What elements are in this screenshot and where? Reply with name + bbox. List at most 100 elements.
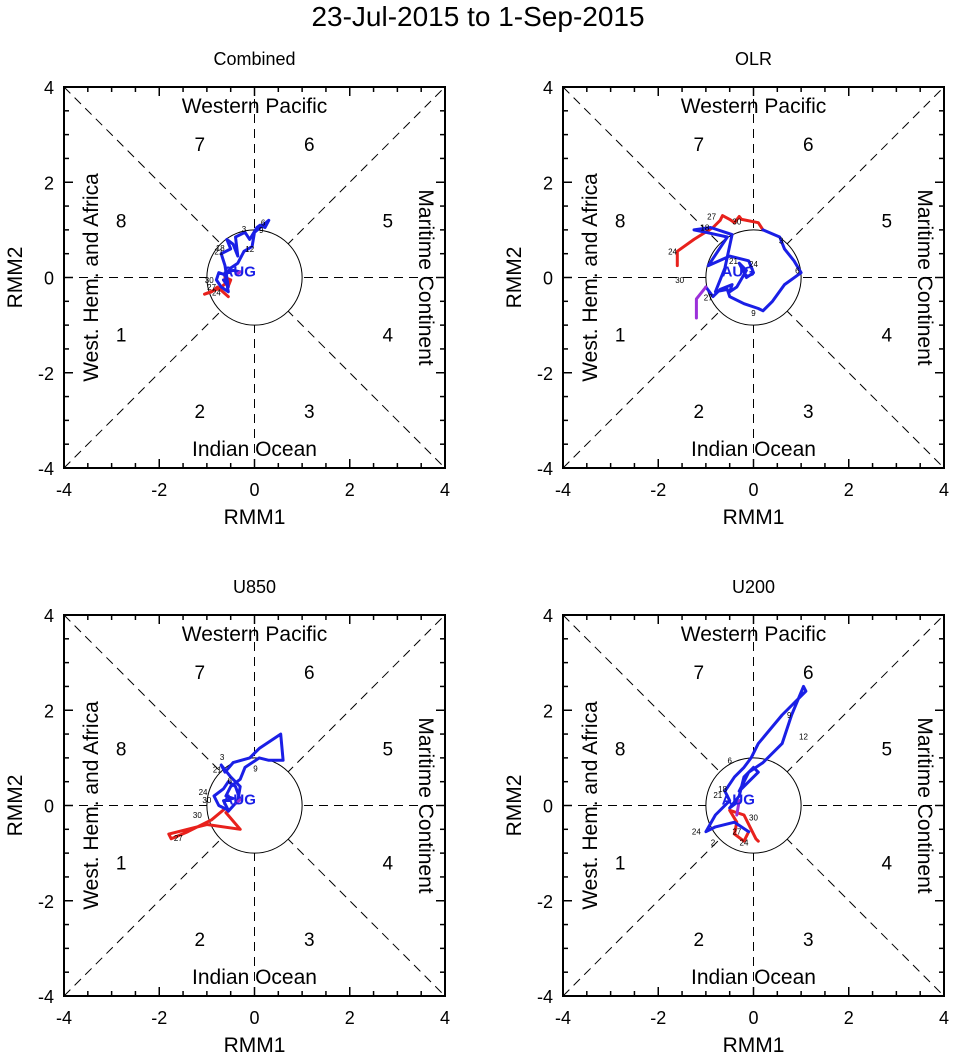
x-tick-label: 4 xyxy=(440,480,450,500)
day-label: 9 xyxy=(787,711,792,720)
phase-label-1: 1 xyxy=(116,326,127,347)
phase-label-8: 8 xyxy=(116,739,127,760)
phase-label-8: 8 xyxy=(615,211,626,232)
y-tick-label: -2 xyxy=(38,892,54,912)
day-label: 30 xyxy=(732,217,741,226)
y-tick-label: 2 xyxy=(44,701,54,721)
y-tick-label: 0 xyxy=(543,269,553,289)
panel-title: Combined xyxy=(213,49,295,69)
day-label: 27 xyxy=(732,828,741,837)
phase-label-7: 7 xyxy=(693,663,704,684)
y-tick-label: 4 xyxy=(44,78,54,98)
x-tick-label: 4 xyxy=(939,1008,949,1028)
phase-label-2: 2 xyxy=(693,930,704,951)
y-tick-label: -4 xyxy=(38,987,54,1007)
y-tick-label: 2 xyxy=(543,173,553,193)
phase-label-8: 8 xyxy=(116,211,127,232)
x-tick-label: 4 xyxy=(939,480,949,500)
phase-label-6: 6 xyxy=(304,135,315,156)
panel-title: U850 xyxy=(233,577,276,597)
x-tick-label: 0 xyxy=(249,1008,259,1028)
day-label: 21 xyxy=(214,247,223,256)
phase-label-7: 7 xyxy=(693,135,704,156)
day-label: 30 xyxy=(205,276,214,285)
x-tick-label: 0 xyxy=(748,480,758,500)
phase-label-1: 1 xyxy=(116,854,127,875)
y-axis-label: RMM2 xyxy=(503,775,526,837)
y-axis-label: RMM2 xyxy=(503,247,526,309)
day-label: 21 xyxy=(729,257,738,266)
x-tick-label: -4 xyxy=(56,480,72,500)
region-label-left: West. Hem. and Africa xyxy=(80,701,103,910)
day-label: 12 xyxy=(245,245,254,254)
day-label: 30 xyxy=(675,276,684,285)
y-tick-label: 2 xyxy=(543,701,553,721)
day-label: 18 xyxy=(718,785,727,794)
y-tick-label: -4 xyxy=(38,459,54,479)
phase-label-6: 6 xyxy=(304,663,315,684)
phase-label-1: 1 xyxy=(615,326,626,347)
region-label-right: Maritime Continent xyxy=(414,189,437,365)
x-axis-label: RMM1 xyxy=(723,506,785,529)
x-axis-label: RMM1 xyxy=(224,506,286,529)
figure-title: 23-Jul-2015 to 1-Sep-2015 xyxy=(311,1,645,32)
day-label: 30 xyxy=(749,813,758,822)
region-label-top: Western Pacific xyxy=(182,623,328,646)
region-label-left: West. Hem. and Africa xyxy=(80,173,103,382)
day-label: 12 xyxy=(799,732,808,741)
x-tick-label: 2 xyxy=(844,1008,854,1028)
day-label: 24 xyxy=(740,839,749,848)
region-label-bottom: Indian Ocean xyxy=(192,438,317,461)
y-tick-label: 0 xyxy=(44,269,54,289)
day-label: 6 xyxy=(228,777,233,786)
day-label: 9 xyxy=(751,309,756,318)
x-tick-label: 2 xyxy=(844,480,854,500)
y-tick-label: -2 xyxy=(537,892,553,912)
phase-label-5: 5 xyxy=(383,211,394,232)
x-tick-label: 2 xyxy=(345,1008,355,1028)
phase-label-3: 3 xyxy=(803,402,814,423)
phase-label-2: 2 xyxy=(194,402,205,423)
day-label: 27 xyxy=(704,294,713,303)
y-tick-label: 4 xyxy=(543,78,553,98)
y-tick-label: 0 xyxy=(44,797,54,817)
y-tick-label: -2 xyxy=(537,364,553,384)
day-label: 18 xyxy=(216,244,225,253)
phase-label-1: 1 xyxy=(615,854,626,875)
region-label-left: West. Hem. and Africa xyxy=(579,173,602,382)
trajectory-september xyxy=(234,798,242,805)
phase-label-3: 3 xyxy=(803,930,814,951)
day-label: 9 xyxy=(259,226,264,235)
unit-circle xyxy=(705,229,802,326)
day-label: 24 xyxy=(668,247,677,256)
phase-label-6: 6 xyxy=(803,135,814,156)
x-tick-label: -2 xyxy=(151,480,167,500)
y-axis-label: RMM2 xyxy=(4,775,27,837)
x-tick-label: -4 xyxy=(555,480,571,500)
x-tick-label: -2 xyxy=(151,1008,167,1028)
day-label: 30 xyxy=(193,811,202,820)
day-label: 30 xyxy=(202,796,211,805)
trajectory-july xyxy=(167,806,242,841)
x-tick-label: -2 xyxy=(650,480,666,500)
day-label: 24 xyxy=(212,289,221,298)
region-label-right: Maritime Continent xyxy=(913,189,936,365)
x-tick-label: 0 xyxy=(748,1008,758,1028)
day-label: 3 xyxy=(779,236,784,245)
y-tick-label: 4 xyxy=(44,606,54,626)
phase-label-6: 6 xyxy=(803,663,814,684)
day-label: 24 xyxy=(199,788,208,797)
trajectory-september xyxy=(694,285,708,320)
phase-label-4: 4 xyxy=(383,854,394,875)
y-axis-label: RMM2 xyxy=(4,247,27,309)
x-tick-label: 2 xyxy=(345,480,355,500)
phase-label-2: 2 xyxy=(194,930,205,951)
x-axis-label: RMM1 xyxy=(723,1034,785,1057)
phase-label-3: 3 xyxy=(304,930,315,951)
region-label-right: Maritime Continent xyxy=(414,717,437,893)
day-label: 2 xyxy=(711,839,716,848)
day-label: 21 xyxy=(713,791,722,800)
x-tick-label: -2 xyxy=(650,1008,666,1028)
